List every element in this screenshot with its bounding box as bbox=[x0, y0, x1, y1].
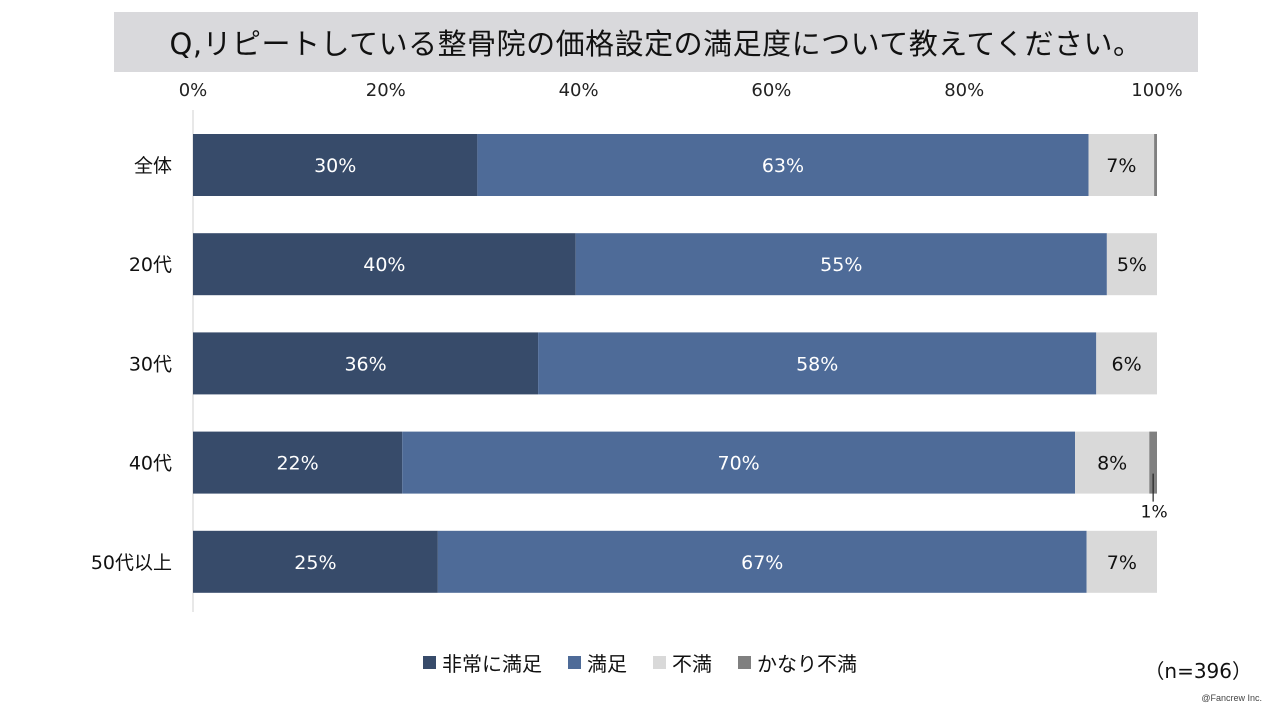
data-label-s2-2: 6% bbox=[1112, 353, 1142, 375]
category-label-1: 20代 bbox=[129, 254, 172, 276]
bar-s2-0 bbox=[1088, 134, 1155, 196]
bar-s0-4 bbox=[193, 530, 438, 593]
legend-swatch-very-satisfied bbox=[423, 656, 436, 669]
legend-item-very-satisfied: 非常に満足 bbox=[423, 648, 542, 677]
data-label-s1-2: 58% bbox=[796, 353, 838, 375]
x-tick-label-5: 100% bbox=[1131, 80, 1182, 101]
bar-s2-4 bbox=[1086, 530, 1157, 593]
data-label-s0-4: 25% bbox=[294, 552, 336, 574]
bar-s1-1 bbox=[575, 233, 1107, 296]
copyright: @Fancrew Inc. bbox=[1201, 693, 1262, 703]
data-label-s1-4: 67% bbox=[741, 552, 783, 574]
bar-s3-0 bbox=[1154, 134, 1157, 196]
bar-s2-2 bbox=[1096, 332, 1157, 395]
legend-item-satisfied: 満足 bbox=[568, 648, 627, 677]
data-label-s1-3: 70% bbox=[718, 453, 760, 475]
bar-s0-1 bbox=[193, 233, 576, 296]
bar-s0-0 bbox=[193, 134, 478, 196]
legend-item-very-dissatisfied: かなり不満 bbox=[738, 648, 857, 677]
x-tick-label-0: 0% bbox=[179, 80, 208, 101]
legend-label-very-satisfied: 非常に満足 bbox=[442, 652, 542, 676]
data-label-s2-0: 7% bbox=[1106, 155, 1136, 177]
data-label-s3-3: 1% bbox=[1141, 503, 1168, 523]
legend-label-satisfied: 満足 bbox=[587, 652, 627, 676]
bar-s2-3 bbox=[1075, 431, 1150, 494]
data-label-s0-2: 36% bbox=[344, 353, 386, 375]
category-label-4: 50代以上 bbox=[91, 552, 172, 574]
bar-s1-0 bbox=[477, 134, 1089, 196]
bar-s3-3 bbox=[1149, 431, 1157, 494]
category-label-0: 全体 bbox=[134, 155, 172, 177]
chart-title: Q,リピートしている整骨院の価格設定の満足度について教えてください。 bbox=[114, 12, 1198, 72]
x-tick-label-3: 60% bbox=[751, 80, 791, 101]
legend-item-dissatisfied: 不満 bbox=[653, 648, 712, 677]
x-tick-label-4: 80% bbox=[944, 80, 984, 101]
bar-s1-2 bbox=[538, 332, 1097, 395]
data-label-s1-1: 55% bbox=[820, 254, 862, 276]
data-label-s0-0: 30% bbox=[314, 155, 356, 177]
data-label-s2-3: 8% bbox=[1097, 453, 1127, 475]
x-tick-label-1: 20% bbox=[366, 80, 406, 101]
bar-s0-3 bbox=[193, 431, 403, 494]
category-label-3: 40代 bbox=[129, 453, 172, 475]
legend-swatch-dissatisfied bbox=[653, 656, 666, 669]
data-label-s0-3: 22% bbox=[276, 453, 318, 475]
x-tick-label-2: 40% bbox=[559, 80, 599, 101]
bar-s0-2 bbox=[193, 332, 539, 395]
category-label-2: 30代 bbox=[129, 353, 172, 375]
data-label-s2-1: 5% bbox=[1117, 254, 1147, 276]
data-label-s2-4: 7% bbox=[1107, 552, 1137, 574]
sample-size: （n=396） bbox=[1144, 659, 1252, 683]
data-label-s0-1: 40% bbox=[363, 254, 405, 276]
data-label-s1-0: 63% bbox=[762, 155, 804, 177]
bar-s1-4 bbox=[437, 530, 1087, 593]
legend-label-very-dissatisfied: かなり不満 bbox=[757, 652, 857, 676]
legend-swatch-very-dissatisfied bbox=[738, 656, 751, 669]
legend-label-dissatisfied: 不満 bbox=[672, 652, 712, 676]
bar-s1-3 bbox=[402, 431, 1076, 494]
bar-s2-1 bbox=[1106, 233, 1157, 296]
legend-swatch-satisfied bbox=[568, 656, 581, 669]
legend: 非常に満足 満足 不満 かなり不満 bbox=[0, 648, 1280, 677]
